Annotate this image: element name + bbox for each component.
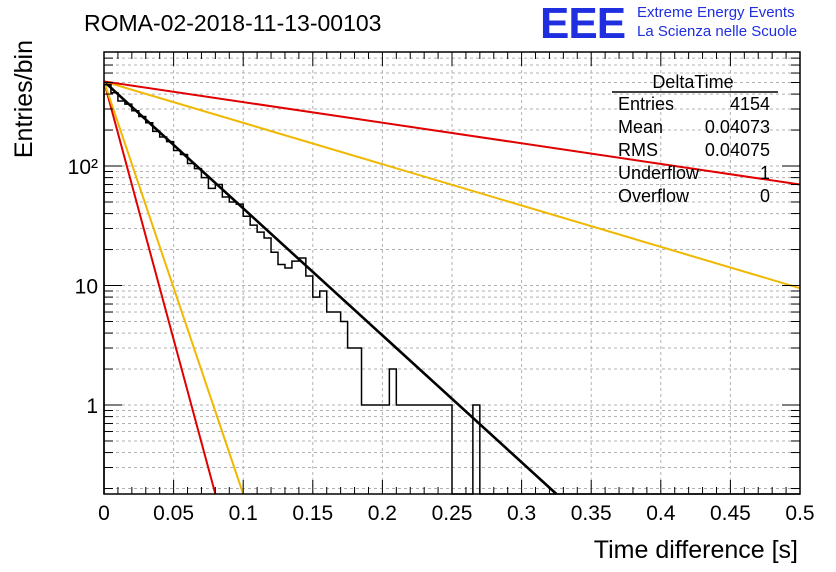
fit-line — [103, 80, 801, 290]
x-tick-label: 0.3 — [507, 502, 536, 525]
stats-label: Entries — [618, 94, 674, 114]
stats-label: Mean — [618, 117, 663, 137]
stats-title: DeltaTime — [652, 72, 733, 92]
x-tick-label: 0.4 — [646, 502, 676, 525]
fit-line — [103, 81, 217, 495]
logo-line-2: La Scienza nelle Scuole — [637, 23, 798, 40]
y-tick-label: 10² — [68, 156, 98, 179]
stats-value: 0 — [760, 186, 770, 206]
histogram-step — [103, 83, 800, 495]
tick-labels: 0 0.05 0.1 0.15 0.2 0.25 0.3 0.35 0.4 0.45 0.51101… — [68, 156, 815, 525]
stats-value: 0.04073 — [705, 117, 770, 137]
eee-logo: EEE — [540, 0, 626, 48]
x-tick-label: 0.2 — [368, 502, 397, 525]
chart-title: ROMA-02-2018-11-13-00103 — [84, 10, 382, 36]
fit-line — [103, 80, 558, 495]
x-axis-label: Time difference [s] — [594, 536, 798, 564]
fit-line — [103, 81, 245, 495]
stats-label: Overflow — [618, 186, 690, 206]
logo-line-1: Extreme Energy Events — [637, 4, 795, 21]
y-axis-label: Entries/bin — [10, 40, 38, 158]
y-tick-label: 1 — [86, 395, 98, 418]
x-tick-label: 0.1 — [229, 502, 258, 525]
x-tick-label: 0.35 — [571, 502, 612, 525]
stats-label: RMS — [618, 140, 658, 160]
x-tick-label: 0.05 — [153, 502, 194, 525]
x-tick-label: 0.15 — [292, 502, 333, 525]
y-tick-label: 10 — [75, 276, 98, 299]
stats-value: 4154 — [730, 94, 770, 114]
stats-value: 0.04075 — [705, 140, 770, 160]
stats-label: Underflow — [618, 163, 700, 183]
axis-ticks — [103, 51, 801, 494]
x-tick-label: 0 — [98, 502, 110, 525]
x-tick-label: 0.25 — [432, 502, 473, 525]
stats-value: 1 — [760, 163, 770, 183]
x-tick-label: 0.45 — [710, 502, 751, 525]
fit-line — [103, 80, 801, 186]
x-tick-label: 0.5 — [785, 502, 814, 525]
